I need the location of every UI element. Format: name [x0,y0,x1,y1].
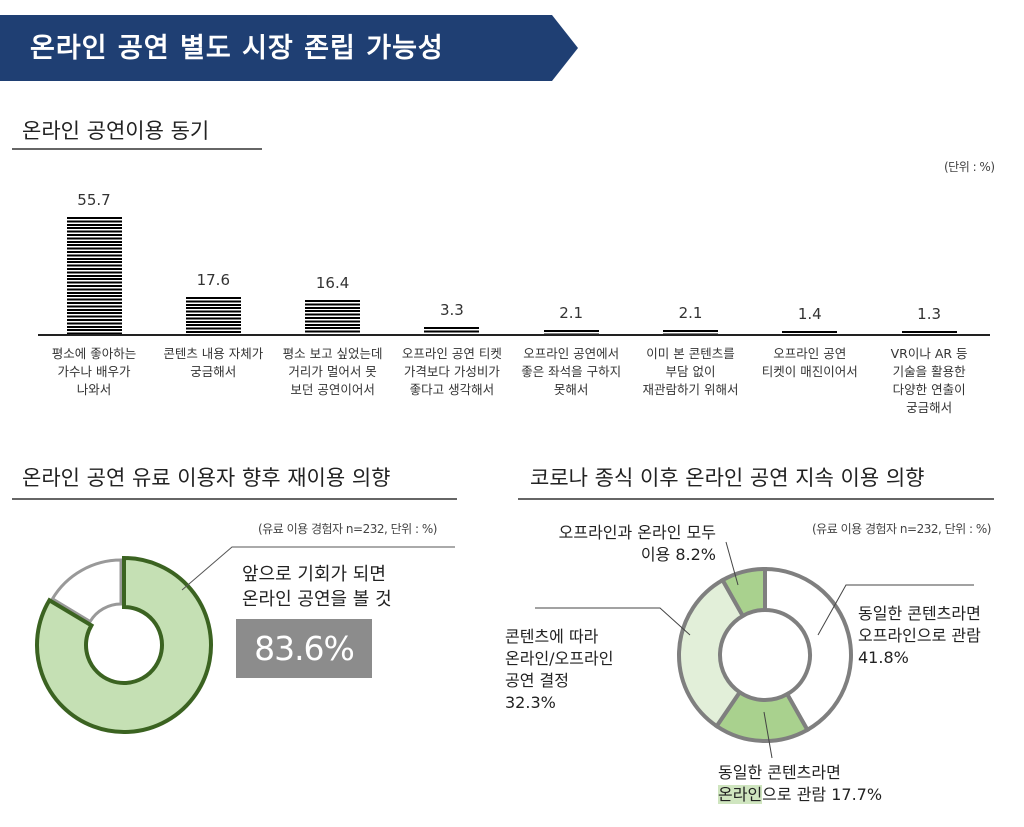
section-rule [518,498,994,500]
bar [663,329,718,334]
label-highlight: 온라인 [718,785,763,804]
slice-label-offline: 동일한 콘텐츠라면 오프라인으로 관람 41.8% [858,604,981,667]
donut-slice-remaining [50,558,123,624]
leader-line [763,711,773,759]
category-label: 오프라인 공연 티켓 가격보다 가성비가 좋다고 생각해서 [401,346,502,397]
donut-slices [35,555,213,734]
bar-value-label: 3.3 [439,301,464,320]
category-label: 콘텐츠 내용 자체가 궁금해서 [163,346,264,379]
post-covid-donut [535,541,974,759]
bar-value-label: 1.4 [797,305,822,324]
donut-slice-reuse [35,555,213,734]
bar [424,327,480,334]
bar-value-label: 1.3 [917,305,942,324]
bar-value-label: 55.7 [77,191,111,209]
reuse-label: 앞으로 기회가 되면 온라인 공연을 볼 것 [242,564,392,610]
reuse-percent-badge: 83.6% [236,619,372,678]
section-rule [12,148,262,150]
category-label: 평소 보고 싶었는데 거리가 멀어서 못 보던 공연이어서 [282,346,383,397]
reuse-donut [35,546,455,734]
bar-value-label: 17.6 [196,271,230,290]
bar-value-label: 2.1 [559,303,584,322]
leader-line [817,584,974,636]
leader-line [181,546,455,591]
leader-line [725,541,739,586]
bar-value-label: 16.4 [315,273,350,292]
bar [185,297,241,334]
bar [901,331,957,334]
sample-note: (유료 이용 경험자 n=232, 단위 : %) [812,522,991,536]
unit-note: (단위 : %) [944,160,995,174]
category-label: 평소에 좋아하는 가수나 배우가 나와서 [51,346,137,397]
post-covid-chart-title: 코로나 종식 이후 온라인 공연 지속 이용 의향 [530,466,925,490]
category-label: 오프라인 공연 티켓이 매진이어서 [761,346,858,379]
label-line: 동일한 콘텐츠라면 [718,763,841,782]
x-axis-line [38,334,990,336]
reuse-chart-title: 온라인 공연 유료 이용자 향후 재이용 의향 [22,466,391,490]
bar-value-label: 2.1 [678,303,703,322]
section-rule [12,498,457,500]
donut-slices [677,566,853,743]
label-rest: 으로 관람 17.7% [762,785,883,804]
donut-slice-2 [677,577,746,729]
category-label: VR이나 AR 등 기술을 활용한 다양한 연출이 궁금해서 [890,346,968,415]
sample-note: (유료 이용 경험자 n=232, 단위 : %) [258,522,437,536]
bar [782,331,838,334]
category-label: 이미 본 콘텐츠를 부담 없이 재관람하기 위해서 [642,346,739,397]
donut-slice-0 [763,566,853,733]
bar [543,329,599,334]
page-title: 온라인 공연 별도 시장 존립 가능성 [30,33,444,64]
slice-label-both: 오프라인과 온라인 모두 이용 8.2% [558,523,716,564]
leader-line [535,607,691,636]
bar-chart-title: 온라인 공연이용 동기 [22,119,210,143]
slice-label-depends: 콘텐츠에 따라 온라인/오프라인 공연 결정 32.3% [505,627,614,712]
bar-chart: 55.7 평소에 좋아하는 가수나 배우가 나와서 17.6 콘텐츠 내용 자체가 궁… [51,191,968,415]
category-label: 오프라인 공연에서 좋은 좌석을 구하지 못해서 [521,346,622,397]
bar [66,217,122,334]
bar [305,299,361,334]
title-banner [0,15,578,81]
